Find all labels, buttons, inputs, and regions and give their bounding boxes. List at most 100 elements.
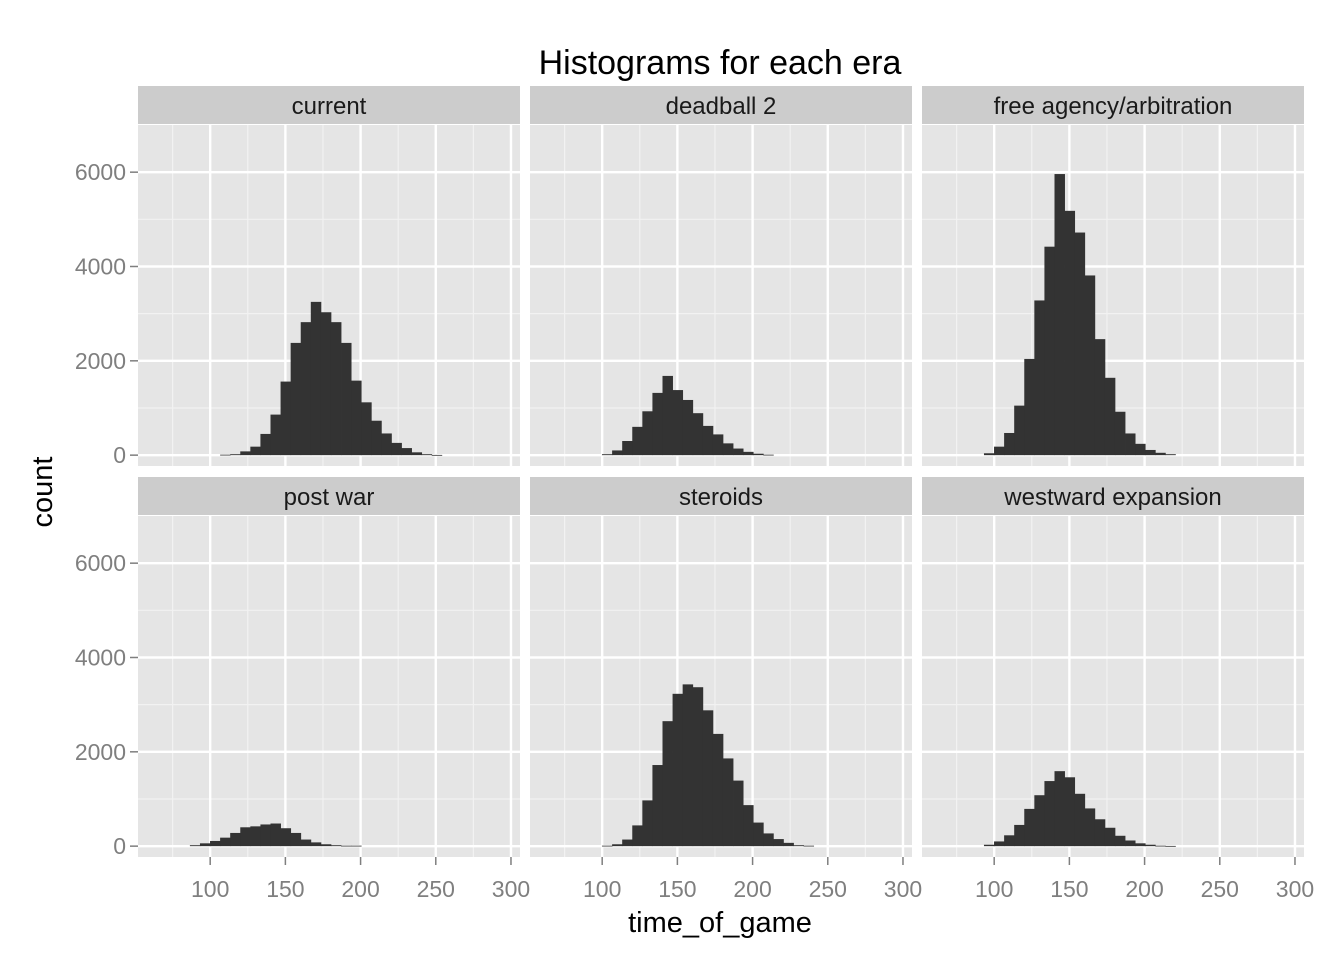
x-tick-label: 100: [975, 876, 1013, 902]
histogram-bar: [702, 710, 714, 847]
histogram-bar: [260, 433, 271, 456]
histogram-bar: [692, 413, 704, 456]
histogram-bar: [692, 687, 704, 847]
histogram-bar: [622, 441, 633, 456]
histogram-bar: [220, 837, 231, 847]
histogram-bar: [1135, 443, 1146, 456]
histogram-bar: [371, 420, 382, 456]
y-axis-title: count: [27, 457, 59, 528]
facet-strip-steroids: [530, 477, 912, 515]
x-tick-label: 250: [1201, 876, 1239, 902]
histogram-bar: [1094, 819, 1106, 847]
histogram-bar: [1034, 795, 1045, 847]
histogram-bar: [1064, 777, 1076, 847]
facet-panel-steroids: steroids 100 150 200 250 300: [530, 477, 922, 902]
x-tick-label: 100: [583, 876, 621, 902]
x-tick-label: 250: [809, 876, 847, 902]
histogram-bar: [1165, 845, 1176, 847]
facet-strip-free-agency-arbitration: [922, 86, 1304, 124]
histogram-bar: [1155, 452, 1166, 456]
x-tick-label: 300: [492, 876, 530, 902]
histogram-bar: [341, 342, 352, 456]
histogram-bar: [270, 414, 281, 456]
histogram-bar: [672, 693, 684, 847]
histogram-bar: [270, 823, 281, 847]
x-tick-label: 150: [266, 876, 304, 902]
histogram-bar: [330, 845, 342, 847]
y-tick-label: 4000: [75, 253, 126, 279]
facet-panel-westward-expansion: westward expansion 100 150 200 250 300: [922, 477, 1314, 902]
x-tick-label: 150: [1050, 876, 1088, 902]
histogram-bar: [310, 842, 322, 847]
histogram-bar: [250, 446, 261, 456]
histogram-bar: [320, 844, 332, 847]
histogram-bar: [351, 845, 362, 847]
histogram-bar: [421, 454, 433, 456]
facet-strip-post-war: [138, 477, 520, 515]
histogram-bar: [652, 392, 663, 456]
x-tick-label: 300: [884, 876, 922, 902]
histogram-bar: [803, 845, 815, 847]
panel-background: [922, 516, 1304, 857]
histogram-bar: [1125, 433, 1136, 456]
histogram-bar: [763, 833, 774, 847]
facet-panel-deadball-2: deadball 2: [530, 86, 912, 466]
histogram-bar: [1135, 843, 1146, 847]
histogram-bar: [722, 443, 734, 456]
histogram-bar: [1054, 174, 1065, 456]
histogram-bar: [662, 375, 673, 456]
histogram-bar: [622, 839, 633, 847]
histogram-bar: [300, 839, 312, 847]
histogram-bar: [199, 843, 211, 847]
histogram-bar: [793, 845, 804, 847]
x-axis-title: time_of_game: [628, 907, 812, 939]
histogram-bar: [983, 453, 995, 456]
y-tick-label: 2000: [75, 739, 126, 765]
histogram-bar: [220, 454, 231, 456]
x-tick-label: 100: [191, 876, 229, 902]
histogram-bar: [1074, 232, 1086, 456]
histogram-bar: [290, 832, 302, 847]
histogram-bar: [300, 322, 312, 456]
histogram-bar: [351, 380, 362, 456]
histogram-bar: [1104, 377, 1116, 456]
histogram-bar: [310, 301, 322, 456]
x-tick-label: 150: [658, 876, 696, 902]
histogram-bar: [994, 841, 1005, 847]
facet-label-steroids: steroids: [679, 484, 763, 511]
histogram-bar: [753, 453, 764, 456]
facet-label-current: current: [292, 93, 367, 120]
histogram-bar: [1064, 210, 1076, 456]
facet-label-westward-expansion: westward expansion: [1003, 484, 1221, 511]
histogram-bar: [733, 780, 744, 847]
facet-strip-westward-expansion: [922, 477, 1304, 515]
panel-background: [530, 125, 912, 466]
y-tick-label: 4000: [75, 644, 126, 670]
histogram-bar: [612, 450, 623, 456]
histogram-bar: [189, 845, 201, 847]
facet-label-post-war: post war: [284, 484, 375, 511]
histogram-bar: [783, 842, 794, 847]
histogram-bar: [330, 322, 342, 456]
histogram-bar: [743, 451, 754, 456]
histogram-bar: [753, 822, 764, 847]
histogram-bar: [652, 765, 663, 847]
histogram-bar: [1004, 835, 1015, 847]
facet-panel-current: current 0 2000 4000 6000: [75, 86, 520, 468]
histogram-bar: [722, 758, 734, 847]
histogram-bar: [250, 826, 261, 847]
histogram-bar: [210, 840, 221, 847]
histogram-bar: [743, 805, 754, 847]
histogram-bar: [290, 342, 302, 456]
histogram-bar: [682, 399, 694, 456]
x-tick-label: 250: [417, 876, 455, 902]
histogram-bar: [240, 827, 251, 847]
y-tick-label: 0: [113, 833, 126, 859]
histogram-bar: [733, 448, 744, 456]
histogram-bar: [602, 454, 613, 456]
histogram-bar: [983, 844, 995, 847]
histogram-bar: [1044, 781, 1055, 847]
y-tick-label: 6000: [75, 550, 126, 576]
histogram-bar: [1165, 454, 1176, 456]
histogram-bar: [994, 446, 1005, 456]
